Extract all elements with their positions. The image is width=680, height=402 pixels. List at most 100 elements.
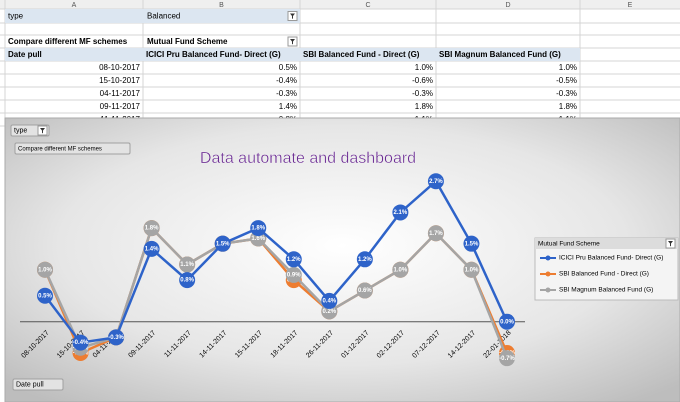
field-button[interactable] <box>14 142 131 155</box>
filter-cell <box>5 9 300 23</box>
column-letter: A <box>72 2 77 9</box>
data-label: 0.9% <box>287 272 301 278</box>
data-label: 1.0% <box>38 267 52 273</box>
columns-label: Mutual Fund Scheme <box>147 37 228 46</box>
series-line <box>43 225 509 359</box>
values-label: Compare different MF schemes <box>8 37 128 46</box>
value-cell: 1.0% <box>559 63 577 72</box>
data-point <box>214 235 231 252</box>
data-point <box>72 334 89 351</box>
filter-field: type <box>8 12 24 21</box>
data-point <box>392 204 409 221</box>
data-label: 0.2% <box>322 309 336 315</box>
data-label: 2.7% <box>429 179 443 185</box>
data-label: 1.5% <box>465 241 479 247</box>
column-letter: B <box>219 2 224 9</box>
data-point <box>143 220 160 237</box>
legend-marker <box>545 255 551 261</box>
data-label: 1.2% <box>287 257 301 263</box>
data-point <box>179 272 196 289</box>
data-point <box>427 173 444 190</box>
data-label: 1.2% <box>358 257 372 263</box>
data-label: 1.4% <box>145 246 159 252</box>
filter-icon <box>290 39 295 45</box>
field-button[interactable] <box>12 378 64 391</box>
column-letter: C <box>365 2 370 9</box>
data-label: 0.0% <box>500 319 514 325</box>
field-button-label: Date pull <box>16 382 44 389</box>
column-letter: D <box>505 2 510 9</box>
data-point <box>463 261 480 278</box>
data-label: 0.6% <box>358 288 372 294</box>
value-cell: -0.3% <box>412 89 433 98</box>
value-cell: 0.5% <box>279 63 297 72</box>
legend-marker <box>545 271 551 277</box>
data-point <box>108 329 125 346</box>
column-header-bar <box>0 0 680 9</box>
header-row <box>5 48 580 61</box>
data-label: 1.5% <box>216 241 230 247</box>
legend-label: ICICI Pru Balanced Fund- Direct (G) <box>559 255 663 262</box>
filter-icon <box>290 13 295 19</box>
filter-icon <box>668 241 673 247</box>
date-cell: 15-10-2017 <box>99 76 140 85</box>
value-cell: 1.8% <box>559 102 577 111</box>
value-cell: 1.4% <box>279 102 297 111</box>
field-button-label: Compare different MF schemes <box>18 146 102 152</box>
data-point <box>285 266 302 283</box>
data-label: 1.0% <box>465 267 479 273</box>
data-label: 0.4% <box>322 299 336 305</box>
legend-label: SBI Magnum Balanced Fund (G) <box>559 287 653 294</box>
column-header: ICICI Pru Balanced Fund- Direct (G) <box>146 50 281 59</box>
legend-marker <box>545 287 551 293</box>
column-header: SBI Balanced Fund - Direct (G) <box>303 50 420 59</box>
data-label: 1.8% <box>251 226 265 232</box>
chart-title: Data automate and dashboard <box>200 150 416 167</box>
value-cell: 1.0% <box>415 63 433 72</box>
data-label: 2.1% <box>394 210 408 216</box>
data-point <box>321 292 338 309</box>
data-point <box>356 251 373 268</box>
data-point <box>179 256 196 273</box>
data-point <box>143 240 160 257</box>
data-point <box>499 313 515 330</box>
data-label: 1.8% <box>145 226 159 232</box>
data-point <box>499 350 515 367</box>
value-cell: -0.3% <box>556 89 577 98</box>
value-cell: 1.8% <box>415 102 433 111</box>
data-label: 1.7% <box>429 231 443 237</box>
filter-value: Balanced <box>147 12 180 21</box>
legend-label: SBI Balanced Fund - Direct (G) <box>559 271 649 278</box>
date-cell: 09-11-2017 <box>100 102 141 111</box>
legend-title: Mutual Fund Scheme <box>538 241 600 248</box>
data-point <box>37 287 53 304</box>
data-label: 0.8% <box>180 278 194 284</box>
value-cell: -0.4% <box>276 76 297 85</box>
column-header: SBI Magnum Balanced Fund (G) <box>439 50 561 59</box>
data-point <box>392 261 409 278</box>
data-point <box>356 282 373 299</box>
value-cell: -0.5% <box>556 76 577 85</box>
legend-title-bar <box>535 238 678 249</box>
data-point <box>427 225 444 242</box>
field-button-label: type <box>14 128 27 135</box>
data-label: 1.6% <box>251 236 265 242</box>
filter-icon <box>40 128 45 134</box>
date-cell: 08-10-2017 <box>99 63 140 72</box>
rows-label: Date pull <box>8 50 42 59</box>
data-label: 1.0% <box>394 267 408 273</box>
data-label: -0.3% <box>108 335 124 341</box>
data-label: -0.7% <box>499 356 515 362</box>
value-cell: -0.6% <box>412 76 433 85</box>
date-cell: 04-11-2017 <box>100 89 141 98</box>
data-label: -0.4% <box>73 340 89 346</box>
data-point <box>285 251 302 268</box>
data-label: 1.1% <box>180 262 194 268</box>
data-point <box>463 235 480 252</box>
data-label: 0.5% <box>38 293 52 299</box>
data-point <box>37 261 53 278</box>
value-cell: -0.3% <box>276 89 297 98</box>
data-point <box>250 220 267 237</box>
column-letter: E <box>628 2 633 9</box>
